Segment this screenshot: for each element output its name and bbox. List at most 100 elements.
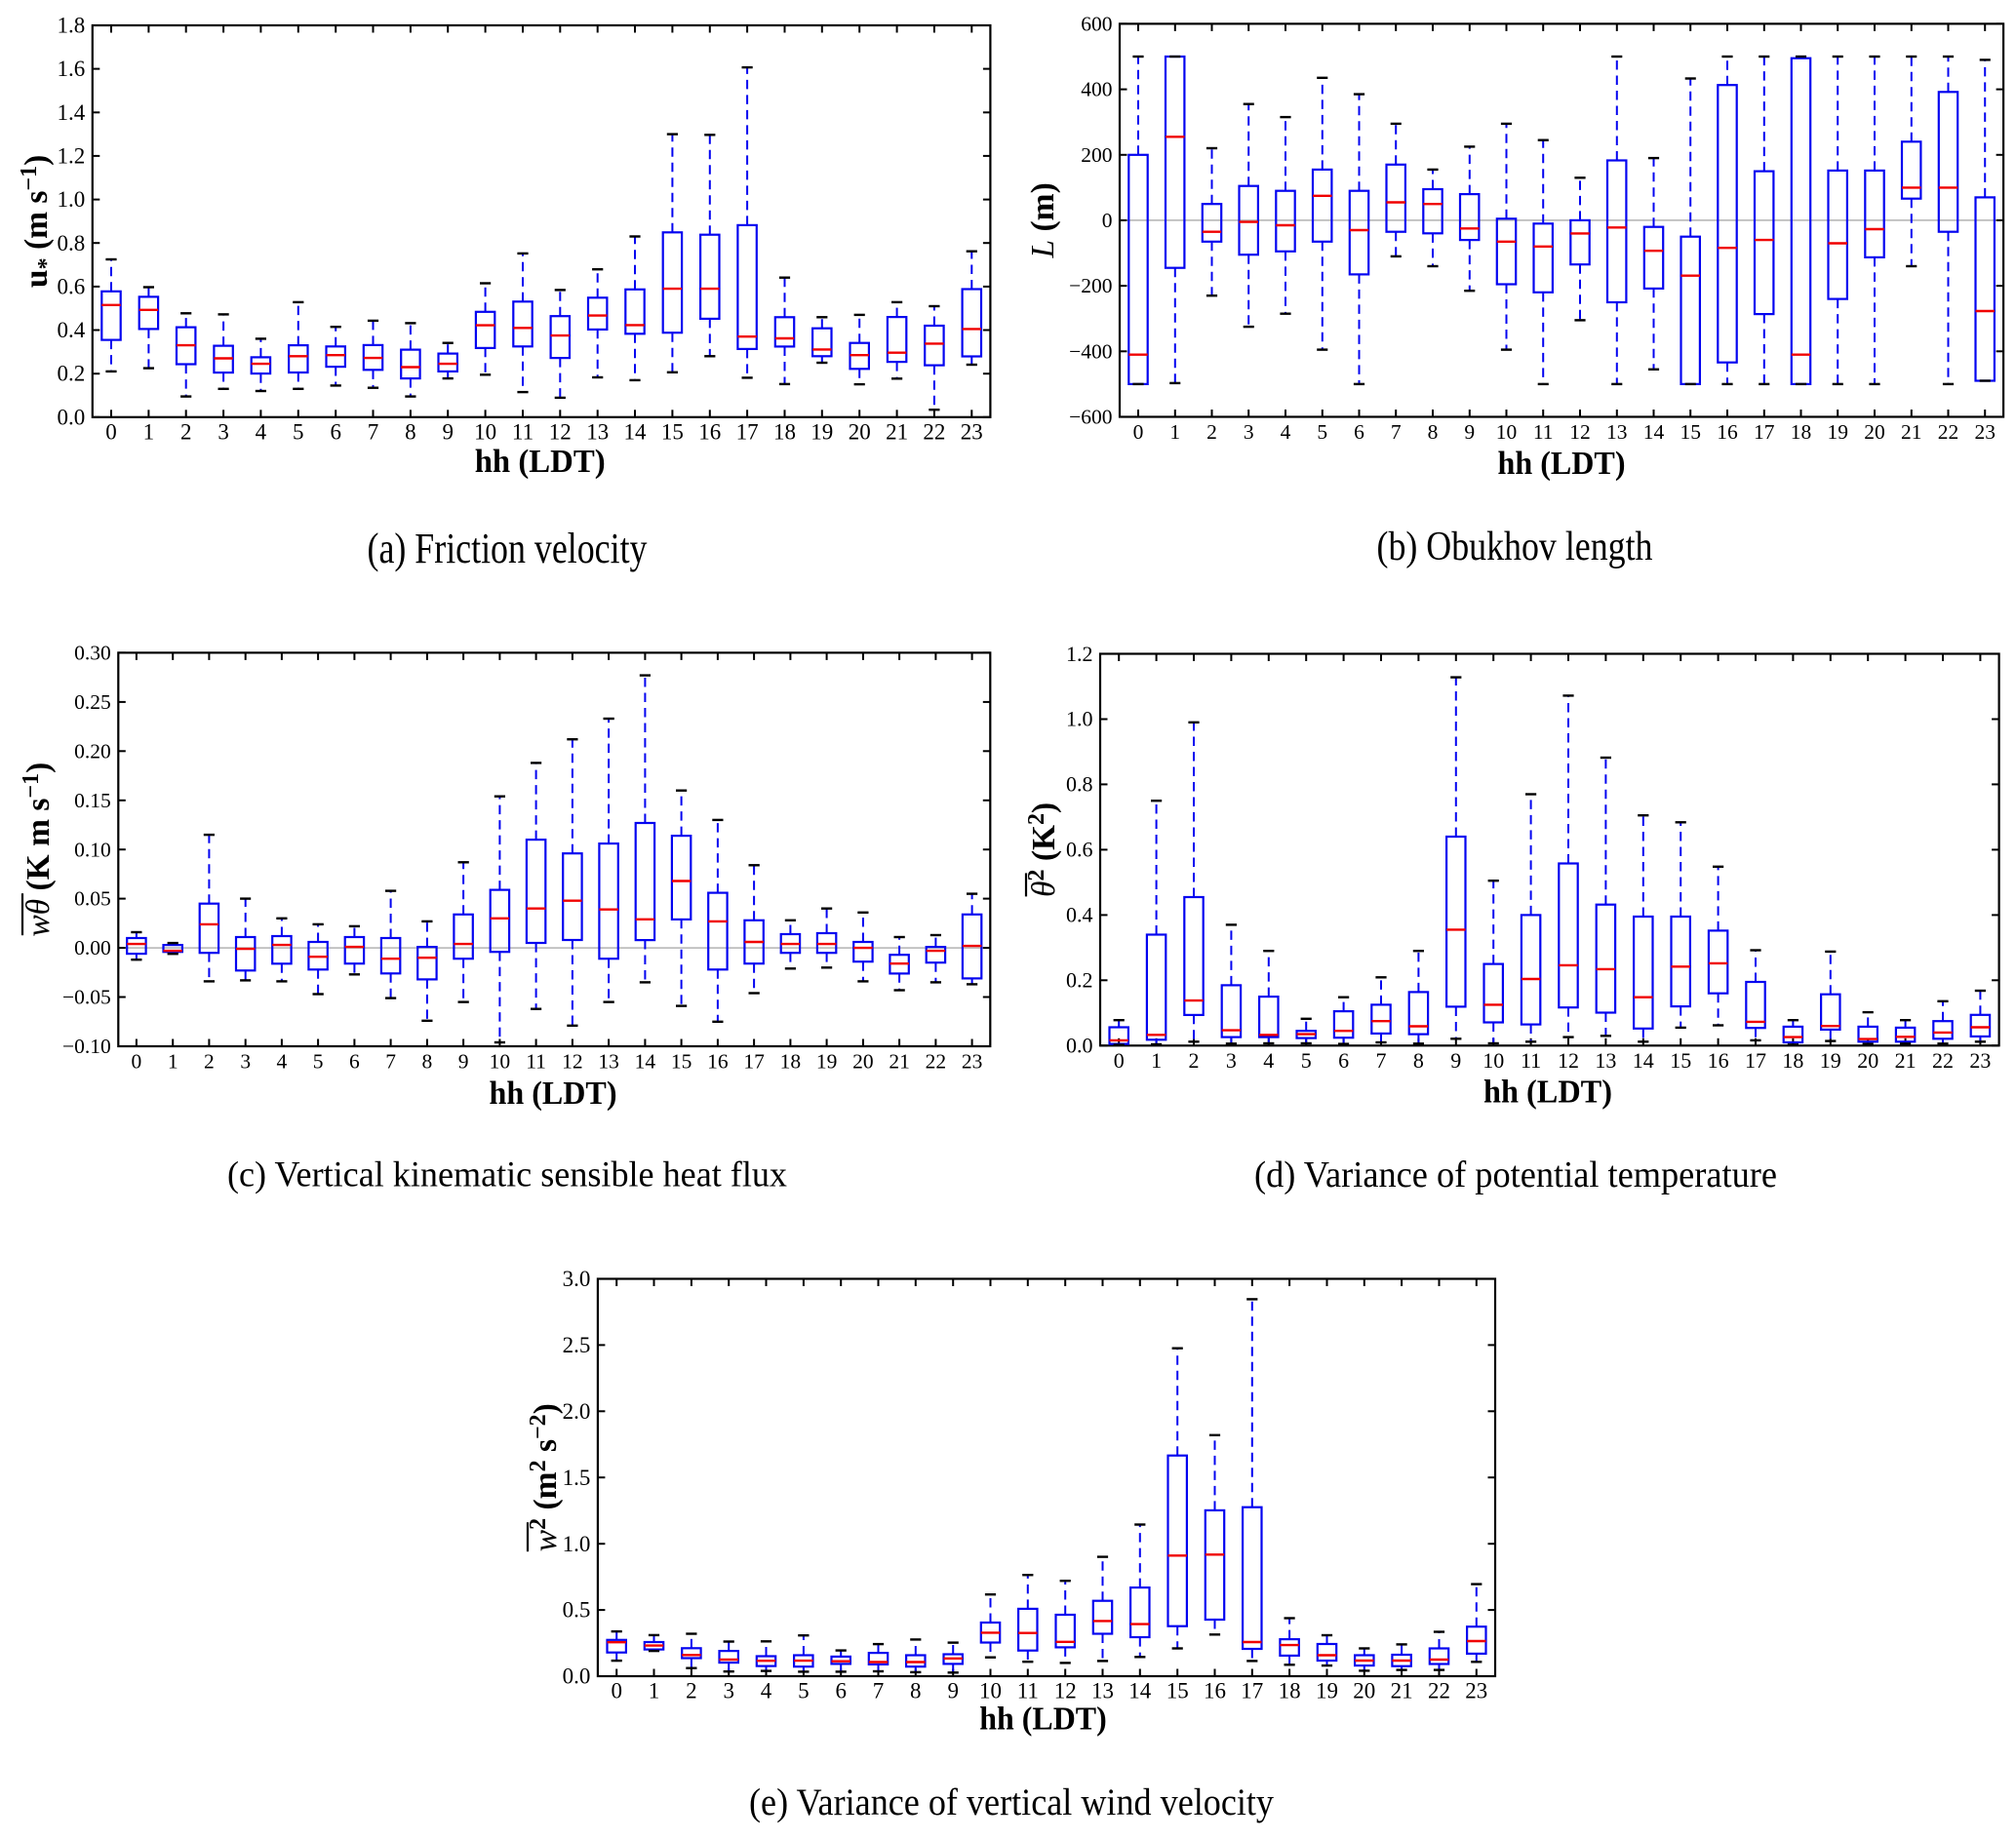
svg-text:0: 0: [105, 419, 117, 444]
svg-text:0.4: 0.4: [1066, 903, 1093, 927]
svg-text:0.4: 0.4: [58, 318, 86, 342]
svg-text:10: 10: [979, 1679, 1002, 1703]
svg-text:17: 17: [1745, 1048, 1766, 1073]
svg-text:22: 22: [1932, 1048, 1954, 1073]
svg-text:0: 0: [1102, 209, 1113, 232]
svg-text:0.6: 0.6: [58, 275, 86, 299]
svg-text:1.0: 1.0: [58, 187, 86, 212]
svg-text:10: 10: [490, 1050, 511, 1074]
svg-text:w2 (m2 s−2): w2 (m2 s−2): [526, 1403, 564, 1551]
svg-text:23: 23: [1974, 420, 1996, 444]
svg-text:0.15: 0.15: [74, 789, 111, 812]
svg-text:20: 20: [852, 1050, 874, 1074]
svg-text:(d) Variance of potential temp: (d) Variance of potential temperature: [1254, 1155, 1777, 1195]
svg-text:23: 23: [961, 419, 983, 444]
svg-text:15: 15: [1670, 1048, 1691, 1073]
svg-text:14: 14: [1633, 1048, 1654, 1073]
svg-text:15: 15: [1166, 1679, 1189, 1703]
svg-text:12: 12: [1054, 1679, 1077, 1703]
svg-text:17: 17: [743, 1050, 765, 1074]
svg-text:1.6: 1.6: [58, 57, 86, 81]
svg-text:6: 6: [835, 1679, 847, 1703]
svg-text:11: 11: [526, 1050, 546, 1074]
svg-text:13: 13: [586, 419, 609, 444]
svg-text:1.4: 1.4: [58, 100, 86, 125]
svg-text:0.05: 0.05: [74, 887, 111, 911]
svg-text:4: 4: [277, 1050, 288, 1074]
svg-text:10: 10: [1482, 1048, 1504, 1073]
svg-text:5: 5: [1317, 420, 1327, 444]
svg-text:22: 22: [923, 419, 945, 444]
svg-text:0: 0: [611, 1679, 622, 1703]
svg-text:10: 10: [474, 419, 496, 444]
svg-text:−600: −600: [1069, 406, 1112, 429]
svg-text:3: 3: [1244, 420, 1254, 444]
svg-text:8: 8: [422, 1050, 433, 1074]
svg-text:θ2 (K2): θ2 (K2): [1024, 803, 1062, 897]
svg-text:(e) Variance of vertical wind: (e) Variance of vertical wind velocity: [749, 1781, 1274, 1823]
svg-text:5: 5: [798, 1679, 810, 1703]
svg-text:(b) Obukhov length: (b) Obukhov length: [1377, 525, 1653, 569]
svg-text:1.8: 1.8: [58, 14, 86, 38]
svg-text:2.0: 2.0: [563, 1399, 591, 1424]
svg-text:22: 22: [926, 1050, 947, 1074]
svg-text:7: 7: [1391, 420, 1402, 444]
svg-text:1.5: 1.5: [563, 1466, 591, 1490]
svg-text:22: 22: [1938, 420, 1959, 444]
svg-text:0.0: 0.0: [58, 405, 86, 429]
svg-text:18: 18: [780, 1050, 802, 1074]
svg-text:4: 4: [1281, 420, 1291, 444]
svg-text:19: 19: [1827, 420, 1848, 444]
svg-text:(a) Friction velocity: (a) Friction velocity: [368, 524, 649, 572]
svg-text:16: 16: [698, 419, 721, 444]
svg-text:3: 3: [1226, 1048, 1237, 1073]
svg-text:7: 7: [873, 1679, 885, 1703]
svg-text:1.0: 1.0: [1066, 707, 1093, 731]
svg-text:0.8: 0.8: [58, 231, 86, 255]
svg-text:hh (LDT): hh (LDT): [979, 1702, 1107, 1738]
svg-text:200: 200: [1081, 143, 1112, 167]
svg-text:0.6: 0.6: [1066, 838, 1093, 862]
svg-text:−400: −400: [1069, 339, 1112, 363]
svg-text:17: 17: [736, 419, 759, 444]
svg-text:5: 5: [313, 1050, 324, 1074]
svg-text:2: 2: [180, 419, 192, 444]
svg-text:0.5: 0.5: [563, 1598, 591, 1623]
svg-text:20: 20: [1353, 1679, 1375, 1703]
svg-text:3: 3: [240, 1050, 251, 1074]
svg-text:1: 1: [143, 419, 155, 444]
svg-text:3: 3: [723, 1679, 734, 1703]
svg-text:7: 7: [368, 419, 379, 444]
svg-text:18: 18: [1279, 1679, 1301, 1703]
svg-text:14: 14: [1128, 1679, 1152, 1703]
svg-text:0.25: 0.25: [74, 690, 111, 714]
svg-text:14: 14: [1643, 420, 1665, 444]
svg-text:1.2: 1.2: [1066, 642, 1093, 666]
svg-text:6: 6: [330, 419, 341, 444]
svg-text:1: 1: [1169, 420, 1180, 444]
svg-text:11: 11: [512, 419, 534, 444]
svg-text:6: 6: [1354, 420, 1364, 444]
svg-text:14: 14: [624, 419, 648, 444]
svg-text:12: 12: [562, 1050, 583, 1074]
svg-text:13: 13: [598, 1050, 619, 1074]
svg-text:6: 6: [349, 1050, 360, 1074]
svg-text:hh (LDT): hh (LDT): [490, 1076, 617, 1112]
svg-text:2: 2: [1206, 420, 1217, 444]
svg-text:16: 16: [707, 1050, 729, 1074]
svg-text:hh (LDT): hh (LDT): [475, 444, 606, 480]
svg-text:4: 4: [256, 419, 267, 444]
svg-text:8: 8: [910, 1679, 922, 1703]
svg-text:L (m): L (m): [1025, 182, 1061, 258]
svg-text:1: 1: [168, 1050, 178, 1074]
svg-text:20: 20: [1857, 1048, 1878, 1073]
svg-text:23: 23: [1465, 1679, 1487, 1703]
svg-text:1.2: 1.2: [58, 144, 86, 169]
svg-text:9: 9: [442, 419, 454, 444]
svg-text:11: 11: [1017, 1679, 1039, 1703]
svg-text:400: 400: [1081, 78, 1112, 101]
svg-text:15: 15: [671, 1050, 692, 1074]
svg-text:9: 9: [947, 1679, 959, 1703]
svg-text:0.0: 0.0: [563, 1664, 591, 1689]
svg-text:0.00: 0.00: [74, 936, 111, 959]
